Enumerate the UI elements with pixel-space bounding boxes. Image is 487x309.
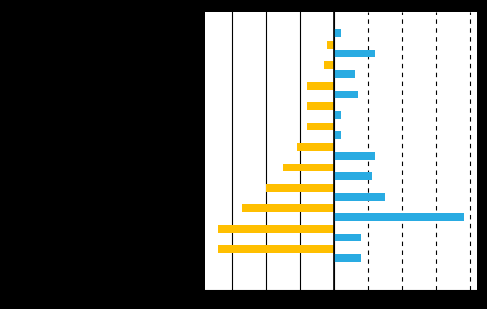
Bar <box>307 102 334 110</box>
Bar <box>334 213 464 221</box>
Bar <box>334 70 355 78</box>
Bar <box>283 163 334 171</box>
Bar <box>334 193 385 201</box>
Bar <box>334 29 341 37</box>
Bar <box>334 131 341 139</box>
Bar <box>307 82 334 90</box>
Bar <box>334 91 358 98</box>
Bar <box>297 143 334 151</box>
Bar <box>307 123 334 130</box>
Bar <box>324 61 334 69</box>
Bar <box>266 184 334 192</box>
Bar <box>334 111 341 119</box>
Bar <box>334 172 372 180</box>
Bar <box>334 234 361 242</box>
Bar <box>242 205 334 212</box>
Bar <box>218 245 334 253</box>
Bar <box>334 152 375 160</box>
Bar <box>334 254 361 262</box>
Bar <box>327 41 334 49</box>
Bar <box>218 225 334 233</box>
Bar <box>334 50 375 57</box>
